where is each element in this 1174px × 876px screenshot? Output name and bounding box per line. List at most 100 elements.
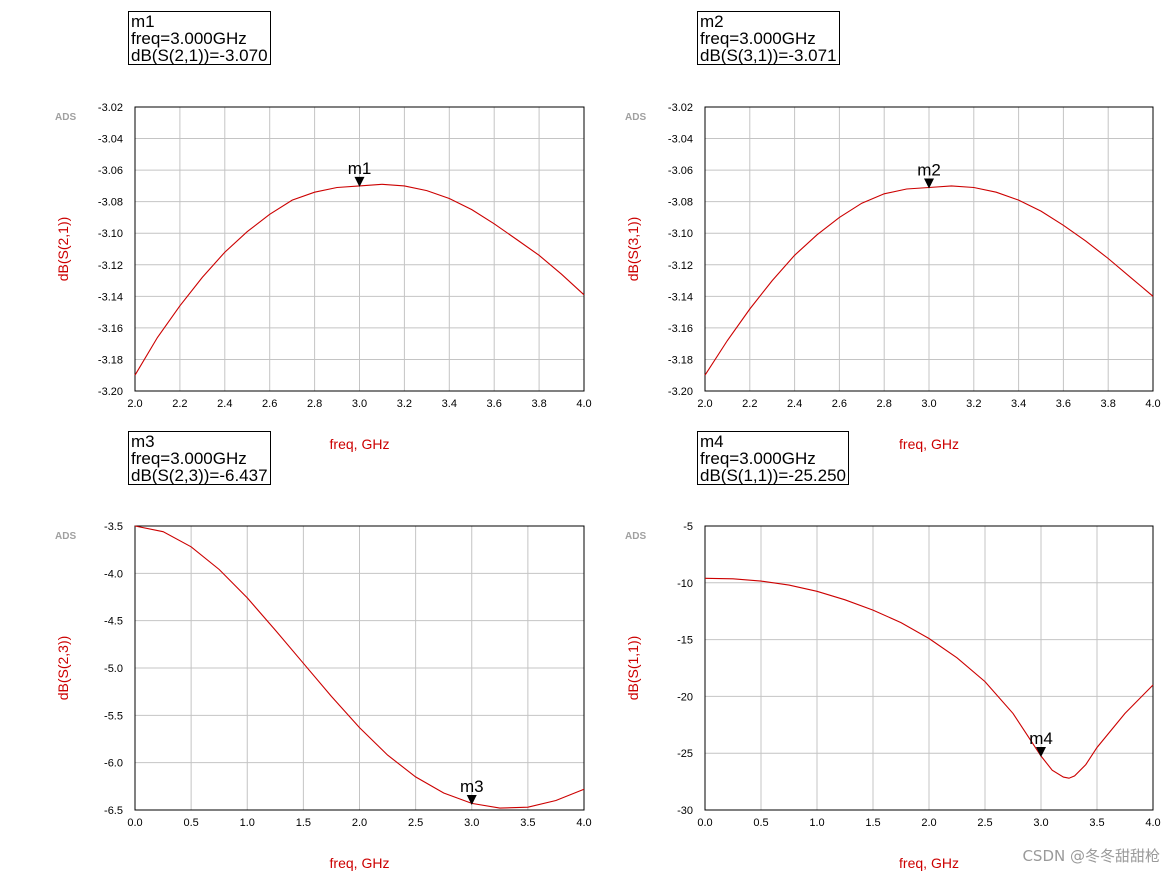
x-tick-label: 3.0 [352,398,367,410]
x-tick-label: 3.0 [464,817,479,829]
y-tick-label: -3.06 [98,165,123,177]
x-tick-label: 2.0 [921,817,936,829]
y-tick-label: -30 [677,805,693,817]
marker-readout-m2: m2 freq=3.000GHz dB(S(3,1))=-3.071 [697,11,840,65]
x-tick-label: 2.6 [832,398,847,410]
y-axis-title: dB(S(2,3)) [55,636,71,701]
ads-logo: ADS [625,531,646,542]
marker-readout-m1: m1 freq=3.000GHz dB(S(2,1))=-3.070 [128,11,271,65]
x-tick-label: 3.2 [397,398,412,410]
x-tick-label: 3.4 [442,398,457,410]
x-tick-label: 2.4 [787,398,802,410]
y-tick-label: -3.20 [98,386,123,398]
ads-logo: ADS [55,531,76,542]
marker-readout-name: m4 [700,432,724,451]
y-tick-label: -3.14 [668,291,693,303]
marker-label: m1 [348,159,372,178]
y-tick-label: -3.02 [668,102,693,114]
x-tick-label: 2.0 [127,398,142,410]
marker-readout-value: dB(S(2,1))=-3.070 [131,46,268,65]
marker-triangle [466,795,477,806]
marker-label: m4 [1029,729,1053,748]
y-tick-label: -3.18 [98,354,123,366]
x-tick-label: 1.0 [240,817,255,829]
x-tick-label: 0.5 [753,817,768,829]
plot-frame [134,106,585,392]
y-tick-label: -5.5 [104,710,123,722]
y-tick-label: -3.10 [98,228,123,240]
x-tick-label: 1.5 [296,817,311,829]
marker-readout-freq: freq=3.000GHz [131,29,247,48]
x-tick-label: 0.0 [697,817,712,829]
marker-label: m3 [460,777,484,796]
marker-readout-freq: freq=3.000GHz [131,449,247,468]
y-tick-label: -4.0 [104,568,123,580]
y-tick-label: -3.18 [668,354,693,366]
y-tick-label: -3.12 [668,260,693,272]
y-tick-label: -6.0 [104,758,123,770]
y-tick-label: -20 [677,691,693,703]
y-tick-label: -3.10 [668,228,693,240]
x-tick-label: 4.0 [576,398,591,410]
x-tick-label: 3.4 [1011,398,1026,410]
x-tick-label: 2.0 [697,398,712,410]
x-tick-label: 2.0 [352,817,367,829]
y-tick-label: -3.12 [98,260,123,272]
x-tick-label: 3.2 [966,398,981,410]
marker-readout-name: m1 [131,12,155,31]
x-tick-label: 3.8 [531,398,546,410]
x-tick-label: 0.0 [127,817,142,829]
y-tick-label: -3.04 [98,134,123,146]
y-tick-label: -3.5 [104,521,123,533]
marker-readout-m4: m4 freq=3.000GHz dB(S(1,1))=-25.250 [697,431,849,485]
y-tick-label: -10 [677,578,693,590]
x-tick-label: 3.0 [1033,817,1048,829]
y-tick-label: -3.08 [98,197,123,209]
x-axis-title: freq, GHz [899,436,959,452]
y-tick-label: -3.14 [98,291,123,303]
marker-readout-freq: freq=3.000GHz [700,449,816,468]
y-tick-label: -5 [683,521,693,533]
y-tick-label: -15 [677,635,693,647]
x-tick-label: 2.6 [262,398,277,410]
x-tick-label: 1.5 [865,817,880,829]
y-tick-label: -3.20 [668,386,693,398]
plot-frame [704,525,1154,811]
x-tick-label: 3.6 [487,398,502,410]
y-tick-label: -3.16 [668,323,693,335]
x-axis-title: freq, GHz [330,855,390,871]
series-line [134,525,585,809]
y-tick-label: -6.5 [104,805,123,817]
y-tick-label: -4.5 [104,616,123,628]
marker-readout-value: dB(S(1,1))=-25.250 [700,466,846,485]
y-axis-title: dB(S(1,1)) [625,636,641,701]
x-tick-label: 2.2 [742,398,757,410]
x-axis-title: freq, GHz [899,855,959,871]
marker-readout-name: m2 [700,12,724,31]
y-tick-label: -3.02 [98,102,123,114]
ads-logo: ADS [55,112,76,123]
marker-label: m2 [917,160,941,179]
y-tick-label: -3.08 [668,197,693,209]
y-axis-title: dB(S(2,1)) [55,217,71,282]
ads-logo: ADS [625,112,646,123]
x-tick-label: 2.4 [217,398,232,410]
marker-readout-value: dB(S(2,3))=-6.437 [131,466,268,485]
marker-triangle [1036,747,1046,758]
y-tick-label: -5.0 [104,663,123,675]
marker-triangle [354,176,365,187]
x-tick-label: 4.0 [1145,398,1160,410]
x-tick-label: 2.5 [408,817,423,829]
x-tick-label: 4.0 [1145,817,1160,829]
x-axis-title: freq, GHz [330,436,390,452]
x-tick-label: 4.0 [576,817,591,829]
marker-readout-m3: m3 freq=3.000GHz dB(S(2,3))=-6.437 [128,431,271,485]
x-tick-label: 0.5 [183,817,198,829]
x-tick-label: 3.5 [520,817,535,829]
series-line [704,577,1154,779]
plot-frame [134,525,585,811]
x-tick-label: 3.5 [1089,817,1104,829]
y-tick-label: -3.06 [668,165,693,177]
y-axis-title: dB(S(3,1)) [625,217,641,282]
